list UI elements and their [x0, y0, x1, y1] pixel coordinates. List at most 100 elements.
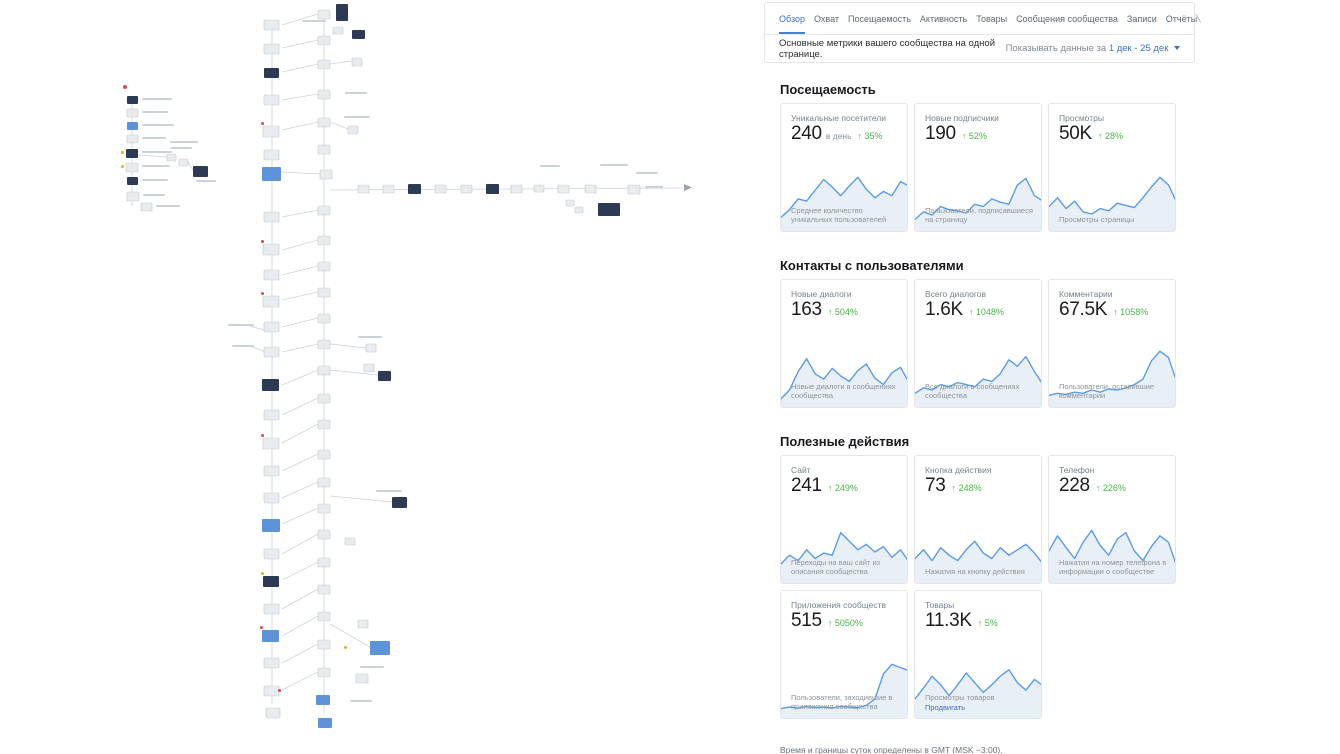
tab-community-messages[interactable]: Сообщения сообщества: [1016, 13, 1118, 24]
graph-thumbnail[interactable]: [126, 108, 139, 118]
tab-activity[interactable]: Активность: [919, 13, 968, 24]
graph-thumbnail[interactable]: [262, 295, 280, 308]
graph-thumbnail[interactable]: [262, 437, 280, 450]
graph-thumbnail[interactable]: [598, 203, 620, 216]
tab-visitors[interactable]: Посещаемость: [848, 13, 911, 24]
graph-thumbnail[interactable]: [166, 153, 177, 162]
graph-thumbnail[interactable]: [317, 261, 331, 272]
stat-card[interactable]: Сайт 241 ↑ 249% Переходы на ваш сайт из опи…: [780, 455, 908, 584]
graph-thumbnail[interactable]: [263, 409, 280, 421]
period-selector[interactable]: Показывать данные за 1 дек - 25 дек: [1006, 43, 1180, 54]
graph-thumbnail[interactable]: [434, 184, 447, 194]
graph-thumbnail[interactable]: [317, 477, 331, 488]
graph-thumbnail[interactable]: [363, 363, 375, 373]
tab-goods[interactable]: Товары: [976, 13, 1008, 24]
graph-thumbnail[interactable]: [382, 184, 395, 194]
graph-thumbnail[interactable]: [263, 19, 280, 31]
graph-thumbnail[interactable]: [317, 205, 331, 216]
graph-thumbnail[interactable]: [317, 313, 331, 324]
graph-thumbnail[interactable]: [127, 177, 138, 185]
graph-thumbnail[interactable]: [318, 718, 332, 728]
graph-thumbnail[interactable]: [125, 162, 139, 173]
graph-thumbnail[interactable]: [370, 641, 390, 655]
stat-card[interactable]: Приложения сообществ 515 ↑ 5050% Пользовате…: [780, 590, 908, 719]
graph-thumbnail[interactable]: [263, 576, 279, 587]
graph-thumbnail[interactable]: [336, 4, 348, 21]
graph-thumbnail[interactable]: [317, 287, 331, 298]
graph-thumbnail[interactable]: [126, 134, 139, 144]
graph-thumbnail[interactable]: [262, 519, 280, 532]
graph-thumbnail[interactable]: [317, 339, 331, 350]
graph-thumbnail[interactable]: [317, 419, 331, 430]
stat-card[interactable]: Товары 11.3K ↑ 5% Просмотры товаров Продвига…: [914, 590, 1042, 719]
graph-thumbnail[interactable]: [486, 184, 499, 194]
graph-thumbnail[interactable]: [262, 379, 279, 391]
graph-thumbnail[interactable]: [263, 269, 280, 281]
graph-thumbnail[interactable]: [317, 235, 331, 246]
graph-thumbnail[interactable]: [317, 9, 331, 20]
graph-thumbnail[interactable]: [262, 630, 279, 642]
graph-thumbnail[interactable]: [365, 343, 377, 353]
tab-overview[interactable]: Обзор: [779, 3, 805, 34]
graph-thumbnail[interactable]: [126, 191, 140, 202]
graph-thumbnail[interactable]: [584, 184, 597, 194]
graph-thumbnail[interactable]: [263, 149, 280, 161]
graph-thumbnail[interactable]: [557, 184, 570, 194]
graph-thumbnail[interactable]: [355, 673, 369, 684]
graph-thumbnail[interactable]: [574, 206, 584, 214]
graph-thumbnail[interactable]: [317, 393, 331, 404]
graph-thumbnail[interactable]: [344, 537, 356, 546]
graph-thumbnail[interactable]: [263, 346, 280, 358]
graph-thumbnail[interactable]: [317, 59, 331, 70]
tab-posts[interactable]: Записи: [1126, 13, 1157, 24]
graph-thumbnail[interactable]: [263, 465, 280, 477]
graph-thumbnail[interactable]: [460, 184, 473, 194]
tab-reports[interactable]: Отчёты: [1165, 13, 1198, 24]
graph-thumbnail[interactable]: [193, 166, 208, 177]
graph-thumbnail[interactable]: [262, 167, 281, 181]
graph-thumbnail[interactable]: [264, 68, 279, 78]
graph-thumbnail[interactable]: [127, 96, 138, 104]
graph-thumbnail[interactable]: [408, 184, 421, 194]
graph-thumbnail[interactable]: [263, 685, 280, 697]
graph-thumbnail[interactable]: [317, 667, 331, 678]
graph-thumbnail[interactable]: [262, 243, 280, 256]
graph-thumbnail[interactable]: [317, 35, 331, 46]
graph-thumbnail[interactable]: [317, 89, 331, 100]
stat-card[interactable]: Уникальные посетители 240 в день ↑ 35% Средн…: [780, 103, 908, 232]
graph-thumbnail[interactable]: [262, 125, 280, 138]
graph-thumbnail[interactable]: [265, 707, 281, 719]
graph-thumbnail[interactable]: [263, 603, 280, 615]
graph-thumbnail[interactable]: [263, 492, 280, 504]
graph-thumbnail[interactable]: [127, 122, 138, 130]
graph-thumbnail[interactable]: [317, 584, 331, 595]
graph-thumbnail[interactable]: [263, 548, 280, 560]
graph-thumbnail[interactable]: [510, 184, 523, 194]
graph-thumbnail[interactable]: [317, 529, 331, 540]
graph-thumbnail[interactable]: [317, 449, 331, 460]
graph-thumbnail[interactable]: [352, 30, 365, 39]
graph-thumbnail[interactable]: [140, 202, 153, 212]
stat-card[interactable]: Новые подписчики 190 ↑ 52% Пользователи, по…: [914, 103, 1042, 232]
graph-thumbnail[interactable]: [332, 26, 344, 35]
graph-thumbnail[interactable]: [378, 371, 391, 381]
graph-thumbnail[interactable]: [347, 125, 359, 135]
graph-thumbnail[interactable]: [627, 184, 641, 195]
graph-thumbnail[interactable]: [317, 144, 331, 155]
graph-thumbnail[interactable]: [565, 199, 575, 207]
graph-thumbnail[interactable]: [263, 321, 280, 333]
graph-thumbnail[interactable]: [392, 497, 407, 508]
graph-thumbnail[interactable]: [533, 184, 545, 193]
graph-thumbnail[interactable]: [178, 158, 189, 167]
graph-thumbnail[interactable]: [263, 43, 280, 55]
stat-card[interactable]: Всего диалогов 1.6K ↑ 1048% Все диалоги в с…: [914, 279, 1042, 408]
graph-thumbnail[interactable]: [357, 619, 369, 629]
promote-link[interactable]: Продвигать: [925, 703, 966, 712]
tab-reach[interactable]: Охват: [814, 13, 840, 24]
graph-thumbnail[interactable]: [317, 639, 331, 650]
graph-thumbnail[interactable]: [317, 557, 331, 568]
graph-thumbnail[interactable]: [317, 117, 331, 128]
stat-card[interactable]: Кнопка действия 73 ↑ 248% Нажатия на кнопку…: [914, 455, 1042, 584]
graph-thumbnail[interactable]: [317, 365, 331, 376]
graph-thumbnail[interactable]: [319, 169, 333, 180]
